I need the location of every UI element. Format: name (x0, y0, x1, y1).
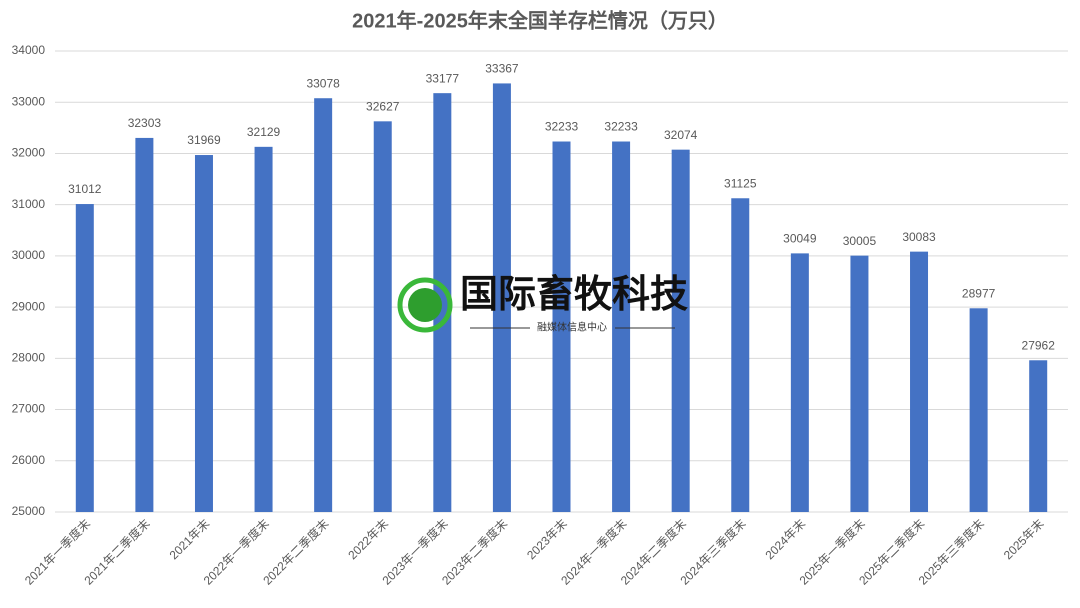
bar (135, 137, 154, 512)
x-tick-label: 2022年末 (345, 516, 391, 562)
value-label: 27962 (1022, 338, 1056, 352)
bar (492, 83, 511, 512)
bar (254, 146, 273, 512)
y-tick-label: 25000 (12, 504, 46, 518)
value-label: 33367 (485, 62, 519, 76)
y-tick-label: 29000 (12, 299, 46, 313)
y-tick-label: 32000 (12, 146, 46, 160)
watermark-globe (397, 277, 453, 333)
value-label: 31125 (724, 176, 757, 190)
y-tick-label: 28000 (12, 351, 46, 365)
value-label: 30049 (783, 232, 817, 246)
bar (850, 255, 869, 512)
bar (373, 121, 392, 512)
bar (194, 155, 213, 512)
bar (314, 98, 333, 512)
bar (433, 93, 452, 513)
value-label: 31012 (68, 182, 102, 196)
x-tick-label: 2023年末 (524, 516, 570, 562)
y-tick-label: 31000 (12, 197, 46, 211)
bar (612, 141, 631, 512)
x-tick-label: 2024年末 (762, 516, 808, 562)
bar (671, 149, 690, 513)
bar (790, 253, 809, 512)
value-label: 28977 (962, 286, 996, 300)
bar (75, 204, 94, 512)
value-label: 32233 (604, 120, 638, 134)
y-tick-label: 34000 (12, 43, 46, 57)
bar (552, 141, 571, 512)
y-tick-label: 26000 (12, 453, 46, 467)
bar (969, 308, 988, 512)
value-label: 32129 (247, 125, 281, 139)
value-label: 32627 (366, 99, 400, 113)
watermark-subtitle: 融媒体信息中心 (537, 321, 607, 334)
bar (1029, 360, 1048, 512)
watermark-title: 国际畜牧科技 (460, 274, 688, 316)
value-label: 33078 (306, 76, 340, 90)
value-label: 33177 (426, 71, 460, 85)
x-tick-label: 2021年末 (167, 516, 213, 562)
value-label: 32233 (545, 120, 579, 134)
watermark-globe-inner (408, 288, 442, 322)
chart-title: 2021年-2025年末全国羊存栏情况（万只） (352, 8, 728, 32)
y-tick-label: 27000 (12, 402, 46, 416)
value-label: 30083 (902, 230, 936, 244)
bar (910, 251, 929, 512)
value-label: 32303 (128, 116, 162, 130)
bar (731, 198, 750, 512)
value-label: 30005 (843, 234, 877, 248)
value-label: 32074 (664, 128, 698, 142)
x-tick-label: 2025年末 (1001, 516, 1047, 562)
y-tick-label: 30000 (12, 248, 46, 262)
y-tick-label: 33000 (12, 94, 46, 108)
value-label: 31969 (187, 133, 221, 147)
